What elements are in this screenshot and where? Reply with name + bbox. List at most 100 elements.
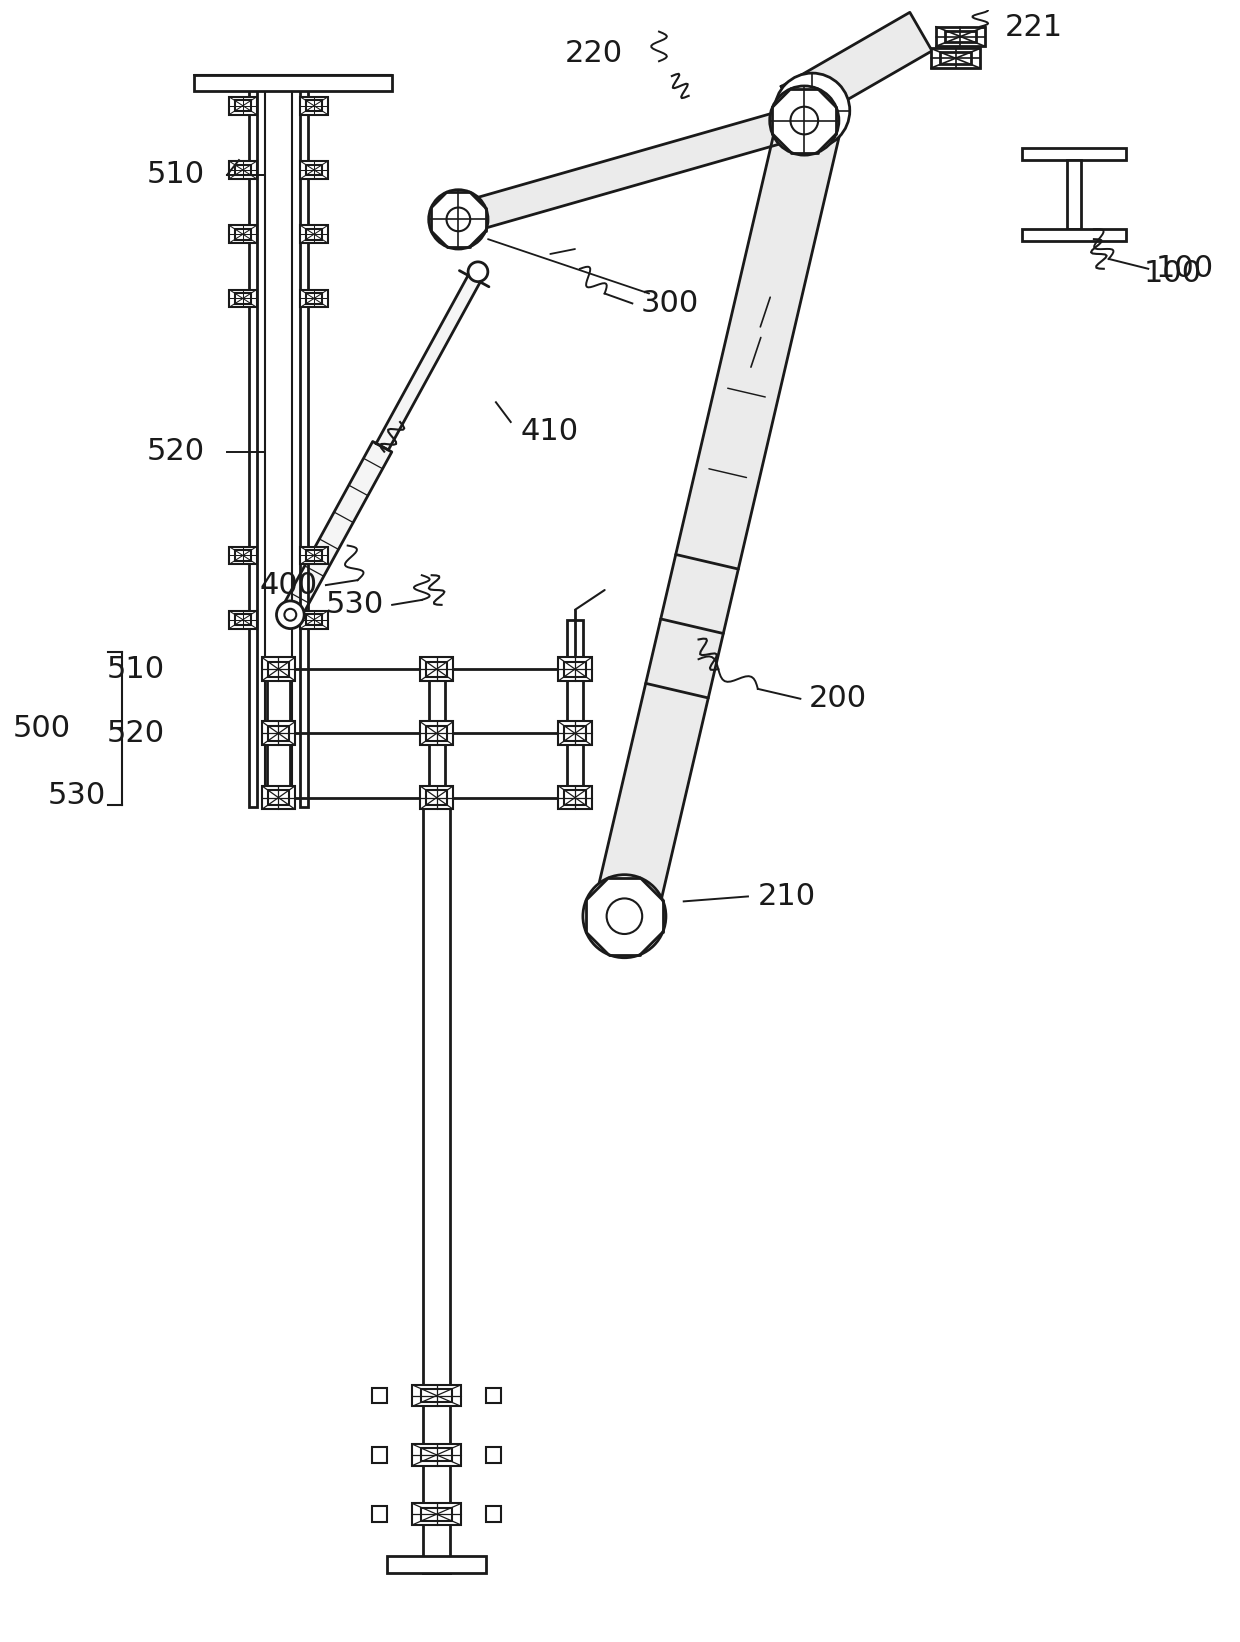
Text: 220: 220 bbox=[565, 39, 624, 67]
Bar bbox=[936, 26, 985, 46]
Bar bbox=[425, 726, 448, 741]
Circle shape bbox=[775, 74, 849, 148]
Bar bbox=[372, 1387, 387, 1404]
Text: 221: 221 bbox=[1004, 13, 1063, 43]
Bar bbox=[429, 668, 444, 798]
Polygon shape bbox=[376, 276, 480, 450]
Bar bbox=[234, 550, 252, 562]
Bar bbox=[300, 547, 327, 565]
Bar bbox=[262, 721, 295, 745]
Bar bbox=[558, 657, 591, 681]
Text: 510: 510 bbox=[107, 655, 165, 683]
Polygon shape bbox=[454, 105, 808, 235]
Bar bbox=[306, 100, 322, 112]
Bar bbox=[234, 164, 252, 176]
Text: 520: 520 bbox=[146, 437, 205, 466]
Text: 100: 100 bbox=[1143, 259, 1202, 289]
Polygon shape bbox=[593, 103, 843, 923]
Bar bbox=[234, 614, 252, 626]
Bar bbox=[372, 1447, 387, 1463]
Bar bbox=[195, 76, 392, 90]
Bar bbox=[306, 550, 322, 562]
Text: 530: 530 bbox=[47, 782, 105, 810]
Text: 410: 410 bbox=[521, 417, 579, 447]
Bar bbox=[267, 668, 290, 798]
Bar bbox=[229, 161, 257, 179]
Bar bbox=[412, 1443, 461, 1466]
Circle shape bbox=[467, 261, 487, 282]
Bar bbox=[931, 48, 981, 69]
Circle shape bbox=[284, 609, 296, 621]
Bar bbox=[1068, 159, 1081, 230]
Bar bbox=[268, 726, 289, 741]
Bar bbox=[486, 1387, 501, 1404]
Circle shape bbox=[790, 107, 818, 135]
Bar bbox=[567, 619, 583, 798]
Bar bbox=[558, 721, 591, 745]
Bar bbox=[420, 1448, 453, 1461]
Bar bbox=[372, 1506, 387, 1522]
Bar bbox=[940, 53, 971, 64]
Text: 530: 530 bbox=[326, 591, 384, 619]
Text: 210: 210 bbox=[758, 882, 816, 911]
Text: 510: 510 bbox=[146, 161, 205, 189]
Text: 100: 100 bbox=[1156, 255, 1214, 284]
Bar bbox=[229, 547, 257, 565]
Text: 500: 500 bbox=[12, 714, 71, 742]
Circle shape bbox=[583, 875, 666, 957]
Bar bbox=[564, 790, 585, 805]
Circle shape bbox=[277, 601, 304, 629]
Bar bbox=[300, 97, 327, 115]
Bar bbox=[387, 1555, 486, 1573]
Bar bbox=[558, 787, 591, 810]
Circle shape bbox=[446, 207, 470, 232]
Bar bbox=[268, 790, 289, 805]
Bar bbox=[1022, 230, 1126, 241]
Bar bbox=[229, 225, 257, 243]
Polygon shape bbox=[781, 13, 932, 125]
Bar bbox=[268, 662, 289, 677]
Bar bbox=[300, 80, 308, 808]
Bar bbox=[306, 228, 322, 240]
Circle shape bbox=[796, 95, 828, 126]
Bar bbox=[300, 161, 327, 179]
Bar bbox=[420, 721, 454, 745]
Bar bbox=[1022, 148, 1126, 159]
Bar bbox=[306, 614, 322, 626]
Bar bbox=[420, 787, 454, 810]
Bar bbox=[300, 611, 327, 629]
Bar bbox=[564, 726, 585, 741]
Bar bbox=[486, 1447, 501, 1463]
Bar bbox=[300, 289, 327, 307]
Bar bbox=[234, 294, 252, 304]
Bar bbox=[564, 662, 585, 677]
Bar bbox=[300, 225, 327, 243]
Text: 400: 400 bbox=[260, 570, 317, 599]
Polygon shape bbox=[280, 442, 392, 621]
Bar bbox=[420, 1389, 453, 1402]
Bar bbox=[249, 80, 257, 808]
Bar bbox=[412, 1384, 461, 1407]
Bar bbox=[425, 790, 448, 805]
Circle shape bbox=[606, 898, 642, 934]
Bar bbox=[423, 1558, 450, 1573]
Bar bbox=[420, 1507, 453, 1520]
Bar bbox=[306, 294, 322, 304]
Bar bbox=[306, 164, 322, 176]
Bar bbox=[412, 1504, 461, 1525]
Text: 520: 520 bbox=[107, 719, 165, 747]
Circle shape bbox=[770, 85, 839, 154]
Bar bbox=[229, 289, 257, 307]
Bar bbox=[262, 657, 295, 681]
Bar bbox=[229, 611, 257, 629]
Text: 300: 300 bbox=[640, 289, 698, 319]
Bar bbox=[234, 100, 252, 112]
Bar bbox=[423, 798, 450, 1573]
Bar bbox=[262, 787, 295, 810]
Text: 200: 200 bbox=[808, 685, 867, 713]
Bar bbox=[229, 97, 257, 115]
Bar bbox=[945, 31, 976, 43]
Bar bbox=[425, 662, 448, 677]
Bar bbox=[420, 657, 454, 681]
Bar bbox=[234, 228, 252, 240]
